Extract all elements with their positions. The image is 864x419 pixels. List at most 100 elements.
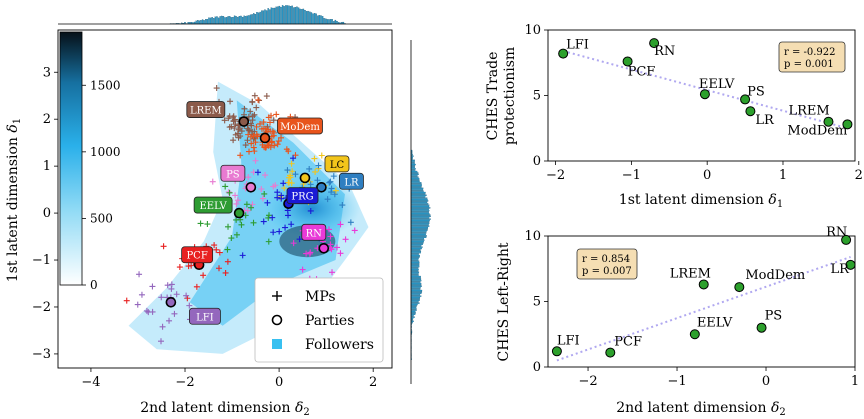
right-histogram-bar — [410, 207, 431, 209]
right-histogram-bar — [410, 254, 420, 257]
mp-marker — [143, 307, 150, 314]
mp-marker — [241, 105, 248, 112]
mp-marker — [270, 229, 277, 236]
top-histogram-bar — [320, 15, 322, 25]
top-histogram-bar — [262, 10, 265, 25]
right-histogram-bar — [410, 228, 428, 230]
mp-marker — [254, 169, 261, 176]
colorbar-ticks: 0 500 1000 1500 — [82, 78, 121, 292]
top-histogram-bar — [248, 15, 250, 25]
top-histogram-bar — [313, 13, 316, 25]
party-label-eelv: EELV — [199, 201, 227, 212]
right-histogram-bar — [410, 226, 429, 229]
right-histogram-bar — [410, 169, 416, 171]
mp-marker — [249, 201, 256, 208]
right-histogram-bar — [410, 301, 419, 303]
right-histogram-bar — [410, 229, 428, 232]
right-histogram-bar — [410, 183, 422, 185]
right-histogram-bar — [410, 224, 429, 226]
mp-marker — [230, 137, 237, 144]
mp-marker — [136, 271, 143, 278]
lr-fit-line — [556, 256, 851, 362]
trade-points: LFI RN PCF EELV PS LR LREM ModDem — [558, 38, 853, 138]
point-label-pcf: PCF — [614, 335, 642, 350]
mp-marker — [281, 185, 288, 192]
mp-marker — [284, 167, 291, 174]
mp-marker — [328, 246, 335, 253]
right-histogram-bar — [410, 186, 422, 188]
top-histogram-bar — [243, 15, 245, 25]
mp-marker — [318, 152, 325, 159]
right-histogram-bar — [410, 219, 430, 222]
mp-marker — [265, 114, 272, 121]
top-histogram-bar — [259, 11, 261, 25]
top-histogram-bar — [299, 8, 301, 25]
mp-marker — [307, 181, 314, 188]
mp-marker — [261, 144, 268, 151]
top-histogram-bar — [305, 11, 308, 25]
right-histogram-bar — [410, 205, 430, 208]
mp-marker — [287, 172, 294, 179]
point-eelv — [699, 89, 710, 100]
point-lr — [745, 106, 756, 117]
point-lrem — [698, 279, 709, 290]
mp-marker — [226, 124, 233, 131]
trade-stat-p: p = 0.001 — [784, 59, 834, 70]
right-histogram-bar — [410, 203, 429, 205]
x-tick-label: −2 — [578, 374, 597, 389]
right-histogram-bar — [410, 232, 427, 234]
mp-marker — [252, 139, 259, 146]
right-histogram-bar — [410, 274, 419, 276]
mp-marker — [224, 258, 231, 265]
mp-marker — [290, 240, 297, 247]
top-histogram-bar — [317, 15, 319, 25]
right-histogram-bar — [410, 238, 425, 240]
right-histogram-bar — [410, 222, 430, 225]
mp-marker — [334, 244, 341, 251]
mp-marker — [171, 310, 178, 317]
top-histogram-bar — [201, 19, 204, 25]
mp-marker — [329, 269, 336, 276]
mp-marker — [149, 283, 156, 290]
mp-marker — [274, 194, 281, 201]
lr-y-axis-label: CHES Left-Right — [496, 242, 512, 361]
mp-marker — [285, 148, 292, 155]
top-histogram-bar — [232, 17, 234, 25]
right-histogram-bar — [410, 309, 417, 311]
right-histogram-bar — [410, 239, 425, 241]
point-pcf — [622, 56, 633, 67]
mp-marker — [292, 171, 299, 178]
right-histogram-bar — [410, 189, 424, 191]
right-histogram-bar — [410, 168, 416, 170]
point-ps — [756, 322, 767, 333]
point-label-rn: RN — [826, 225, 847, 240]
right-histogram-bar — [410, 217, 430, 219]
mp-marker — [249, 113, 256, 120]
right-histogram-bar — [410, 163, 416, 166]
right-histogram-bar — [410, 193, 426, 195]
latent-axis-ticks: −4 −2 0 2 −3 −2 −1 0 1 2 3 — [32, 65, 377, 390]
party-label-box-lrem — [186, 101, 226, 118]
party-marker-lr — [316, 181, 327, 193]
right-histogram-bar — [410, 261, 420, 264]
party-label-box-lfi — [189, 307, 221, 325]
mp-marker — [252, 157, 259, 164]
point-label-eelv: EELV — [697, 315, 733, 330]
top-histogram-bar — [233, 15, 236, 25]
right-histogram-bar — [410, 264, 420, 266]
latent-y-tick-label: −2 — [32, 300, 51, 315]
party-markers: LREM MoDem LC PS LR EELV PRG RN PCF LFI — [165, 101, 364, 325]
right-histogram-bar — [410, 159, 415, 162]
top-histogram-bar — [197, 20, 199, 25]
right-histogram-bar — [410, 187, 424, 190]
mp-marker — [193, 283, 200, 290]
mp-marker — [274, 141, 281, 148]
mp-marker — [176, 264, 183, 271]
mp-marker — [270, 132, 277, 139]
top-histogram-bar — [326, 19, 329, 25]
mp-marker — [242, 142, 249, 149]
right-histogram-bar — [410, 292, 422, 294]
right-histogram-bar — [410, 247, 422, 250]
x-tick-label: −1 — [622, 168, 641, 183]
right-histogram-bar — [410, 296, 421, 299]
